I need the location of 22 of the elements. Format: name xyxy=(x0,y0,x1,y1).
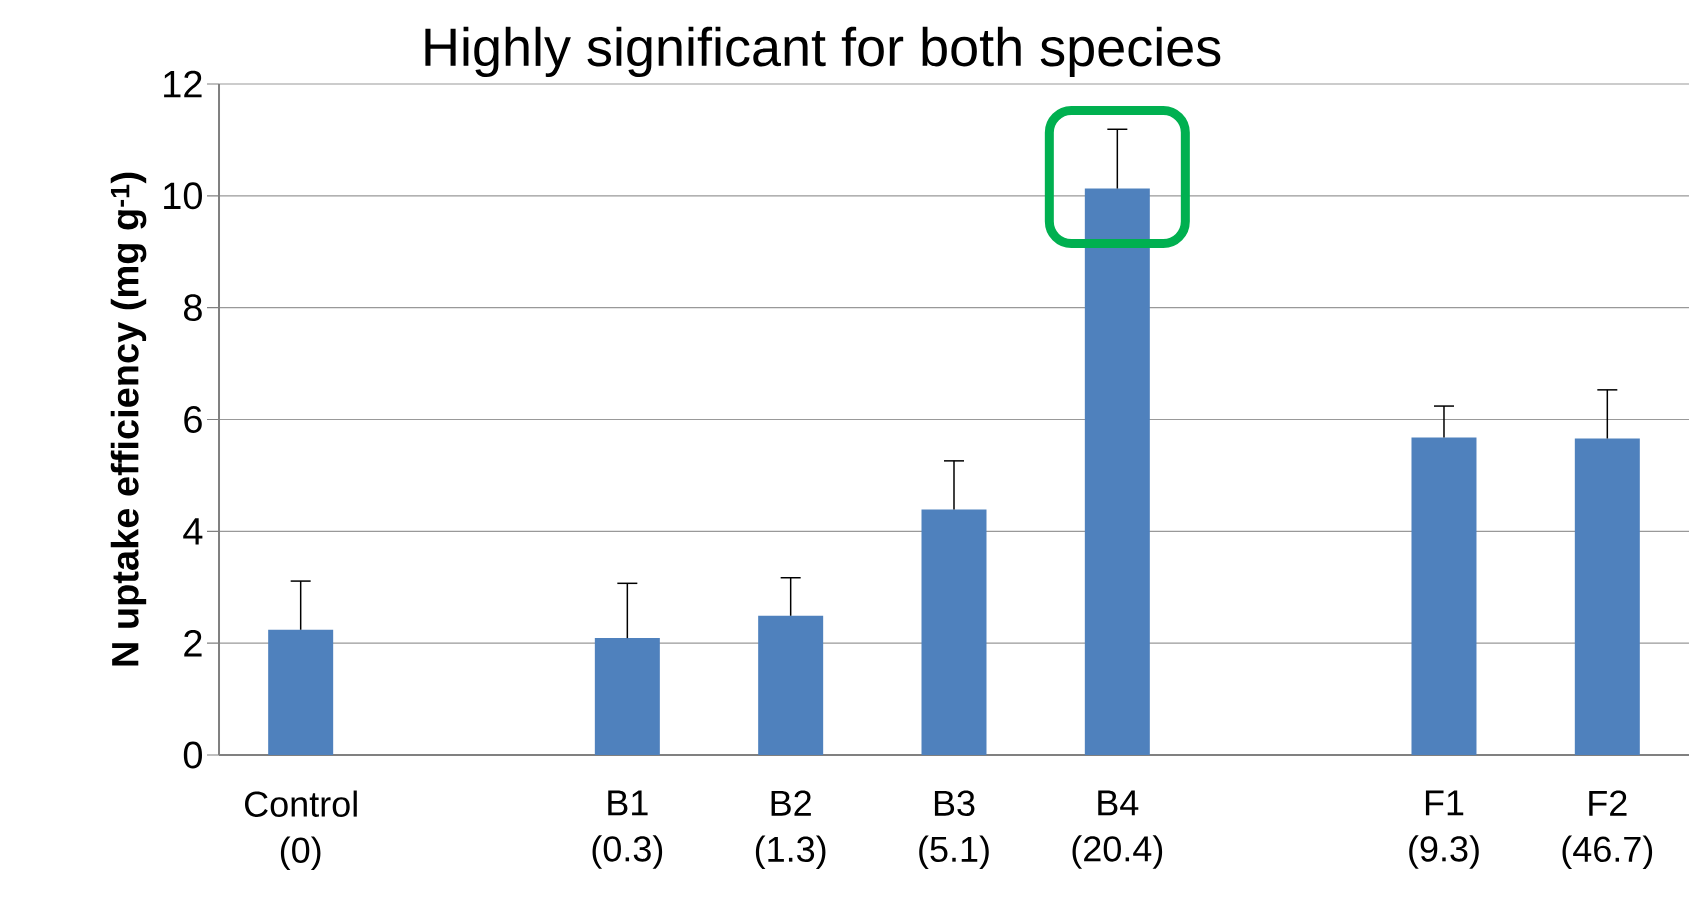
bar xyxy=(758,615,824,755)
bar xyxy=(594,638,660,755)
y-axis-title: N uptake efficiency (mg g$^{-1}$) xyxy=(110,172,147,666)
x-tick-label: B2 (1.3) xyxy=(755,790,826,870)
x-tick-label: F2 (46.7) xyxy=(1562,790,1653,870)
x-tick-label: F1 (9.3) xyxy=(1409,790,1479,869)
chart-title: Highly significant for both species xyxy=(425,26,1221,78)
x-tick-label: B4 (20.4) xyxy=(1072,790,1163,869)
x-tick-label: B1 (0.3) xyxy=(592,790,663,869)
bar xyxy=(1574,438,1640,755)
y-tick-label: 10 xyxy=(164,182,202,210)
bar xyxy=(1411,437,1477,755)
y-tick-label: 8 xyxy=(183,294,202,322)
bar xyxy=(921,509,987,755)
y-tick-label: 2 xyxy=(184,629,202,657)
y-tick-label: 12 xyxy=(164,70,202,98)
y-tick-label: 6 xyxy=(184,406,202,433)
bar xyxy=(268,629,334,755)
x-tick-label: Control (0) xyxy=(245,790,357,871)
y-tick-label: 0 xyxy=(183,741,202,769)
x-tick-label: B3 (5.1) xyxy=(919,790,989,870)
y-tick-label: 4 xyxy=(183,518,203,545)
